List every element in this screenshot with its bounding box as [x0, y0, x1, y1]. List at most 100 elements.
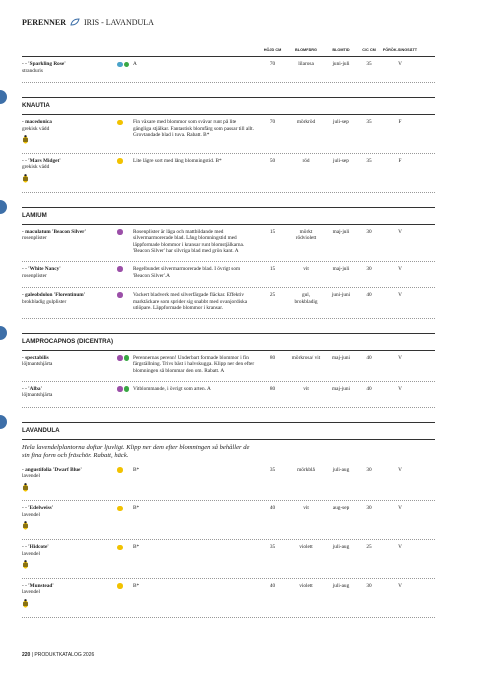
leaf-icon	[70, 18, 80, 26]
common-name: lavendel	[22, 550, 40, 557]
cell-propagation: V	[398, 61, 402, 67]
common-name: grekisk vädd	[22, 164, 50, 171]
common-name: lavendel	[22, 589, 40, 596]
plant-name: - angustifolia 'Dwarf Blue'	[22, 466, 82, 473]
light-dot	[117, 292, 123, 298]
cell-time: juni-juni	[331, 291, 351, 298]
cell-propagation: V	[398, 466, 402, 473]
plant-row: - - 'Munstead' lavendel B* 40 violett juli-au…	[22, 579, 435, 618]
plant-name: - - 'White Nancy'	[22, 265, 61, 272]
plant-name: - galeobdolon 'Florentinum'	[22, 291, 86, 298]
dots-cell	[117, 119, 133, 147]
light-dot	[117, 158, 123, 164]
description: Lite lägre sort med lång blomningstid. B…	[133, 157, 222, 164]
section: KNAUTIA - macedonica grekisk vädd Fin växar…	[0, 90, 435, 193]
cell-spacing: 40	[366, 354, 372, 361]
description: Vitblommande, i övrigt som arten. A	[133, 385, 211, 392]
dots-cell	[117, 467, 133, 495]
section-title: LAVANDULA	[22, 427, 435, 440]
light-dot	[117, 355, 123, 361]
cell-time: juli-aug	[332, 582, 350, 589]
cell-height: 15	[269, 265, 276, 272]
bee-icon	[22, 521, 117, 533]
cell-color: mörkröd	[296, 119, 316, 125]
name-cell: - - 'Mars Midget' grekisk vädd	[22, 158, 117, 186]
cell-color: vit	[303, 505, 309, 512]
description: B*	[133, 505, 140, 512]
footer: 220 | PRODUKTKATALOG 2026	[22, 652, 95, 658]
catalog-name: PRODUKTKATALOG 2026	[34, 652, 95, 658]
plant-row: - - 'Mars Midget' grekisk vädd Lite lägre …	[22, 154, 435, 193]
light-dot	[117, 386, 123, 392]
cell-time: maj-juni	[332, 385, 350, 392]
dots-cell	[117, 158, 133, 186]
cell-spacing: 35	[366, 61, 372, 67]
light-dot	[117, 119, 123, 125]
dots-cell	[117, 292, 133, 312]
common-name: rosenplister	[22, 235, 47, 242]
common-name: stranduris	[22, 67, 43, 74]
plant-row: - macedonica grekisk vädd Fin växare med b…	[22, 115, 435, 154]
cell-color: mörkt rödviolett	[295, 228, 317, 242]
description: Perennernas perenn! Underbart formade bl…	[133, 354, 255, 374]
cell-propagation: F	[398, 157, 402, 164]
cell-spacing: 30	[366, 505, 372, 512]
cell-propagation: V	[398, 582, 402, 589]
dots-cell	[117, 386, 133, 401]
cell-spacing: 40	[366, 291, 372, 298]
section-title: LAMPROCAPNOS (DICENTRA)	[22, 338, 435, 351]
cell-color: lilarosa	[298, 61, 314, 67]
dots-cell	[117, 229, 133, 255]
page-title: IRIS - LAVANDULA	[84, 17, 154, 27]
cell-spacing: 35	[366, 119, 372, 125]
column-header: HÖJD CM BLOMFÄRG BLOMTID C/C CM FÖRÖK-SINGSÄ…	[22, 48, 435, 57]
common-name: brokbladig gulplister	[22, 298, 67, 305]
cell-height: 40	[269, 505, 276, 512]
description: A	[133, 61, 137, 67]
name-cell: - - 'Sparkling Rose' stranduris	[22, 61, 117, 76]
cell-time: juli-aug	[332, 466, 350, 473]
light-dot	[123, 355, 129, 361]
plant-name: - maculatum 'Beacon Silver'	[22, 228, 86, 235]
column-label: FÖRÖK-SINGSÄTT	[382, 48, 418, 52]
cell-height: 40	[269, 582, 276, 589]
description: Rosenplister är låga och mattbildande me…	[133, 228, 245, 255]
name-cell: - - 'Edelweiss' lavendel	[22, 505, 117, 533]
description: Regelbundet silvermarmorerade blad. I öv…	[133, 265, 241, 279]
name-cell: - macedonica grekisk vädd	[22, 119, 117, 147]
name-cell: - maculatum 'Beacon Silver' rosenplister	[22, 229, 117, 255]
cell-height: 70	[269, 119, 276, 125]
page-number: 220	[22, 652, 31, 658]
cell-spacing: 30	[366, 582, 372, 589]
plant-name: - - 'Hidcote'	[22, 544, 49, 551]
cell-propagation: F	[398, 119, 402, 125]
cell-time: maj-juni	[332, 354, 350, 361]
common-name: lavendel	[22, 473, 40, 480]
cell-color: violett	[299, 582, 313, 589]
name-cell: - - 'Alba' löjtnantshjärta	[22, 386, 117, 401]
cell-color: mörkblå	[297, 466, 315, 473]
light-dot	[117, 467, 123, 473]
cell-time: juli-sep	[333, 157, 349, 164]
cell-propagation: V	[398, 544, 402, 551]
plant-row: - spectabilis löjtnantshjärta Perennernas …	[22, 351, 435, 382]
light-dot	[117, 583, 123, 589]
cell-time: aug-sep	[332, 505, 350, 512]
cell-color: violett	[299, 544, 313, 551]
common-name: grekisk vädd	[22, 125, 50, 132]
bee-icon	[22, 482, 117, 495]
common-name: rosenplister	[22, 272, 47, 279]
plant-name: - - 'Mars Midget'	[22, 157, 61, 164]
cell-color: röd	[302, 157, 310, 164]
category: PERENNER	[22, 17, 67, 27]
bee-icon	[22, 135, 117, 147]
cell-time: juli-sep	[333, 119, 349, 125]
section-tab	[0, 325, 7, 340]
cell-time: maj-juli	[332, 228, 350, 235]
cell-height: 35	[269, 544, 276, 551]
cell-color: vit	[303, 385, 309, 392]
plant-row: - galeobdolon 'Florentinum' brokbladig gu…	[22, 288, 435, 319]
plant-name: - - 'Edelweiss'	[22, 505, 54, 512]
name-cell: - angustifolia 'Dwarf Blue' lavendel	[22, 467, 117, 495]
light-dot	[117, 544, 123, 551]
